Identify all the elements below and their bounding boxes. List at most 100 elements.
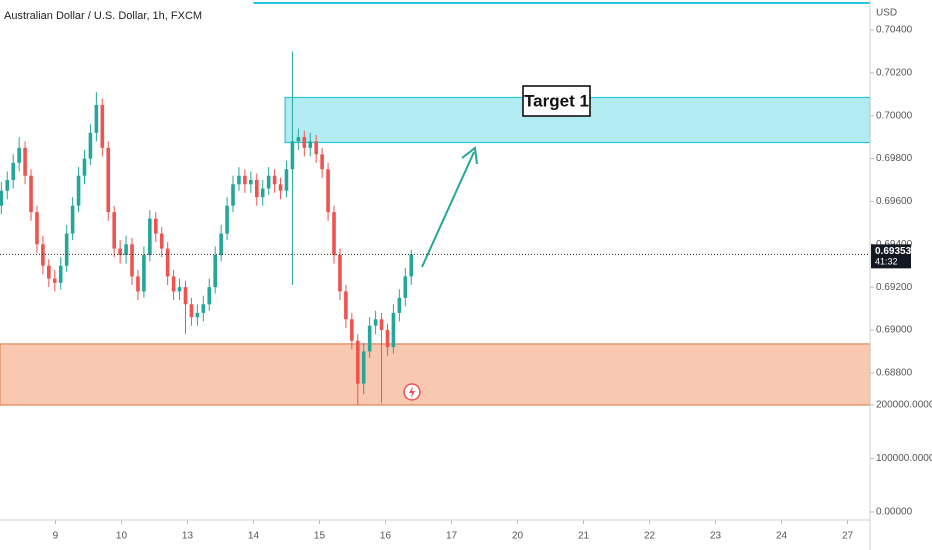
x-tick-label: 15 bbox=[314, 531, 326, 542]
candle-body bbox=[76, 175, 81, 206]
candle-body bbox=[148, 218, 152, 255]
y-tick-label: 0.69200 bbox=[876, 282, 913, 293]
y-tick-label: 0.69600 bbox=[876, 196, 913, 207]
candle-body bbox=[183, 287, 188, 305]
candle-body bbox=[350, 319, 354, 341]
candles bbox=[0, 51, 414, 405]
candle-body bbox=[118, 248, 122, 255]
candle-body bbox=[64, 233, 69, 266]
candle-body bbox=[112, 212, 116, 249]
candle-body bbox=[391, 312, 396, 348]
candle-body bbox=[355, 340, 360, 384]
x-tick-label: 10 bbox=[116, 531, 128, 542]
y2-tick-label: 0.00000 bbox=[876, 507, 913, 518]
candle-body bbox=[254, 180, 259, 198]
candle-body bbox=[124, 244, 128, 255]
candle-body bbox=[171, 276, 176, 292]
candle-body bbox=[284, 169, 289, 191]
candle-body bbox=[302, 137, 307, 148]
candle-body bbox=[88, 132, 93, 159]
event-icon-bolt bbox=[409, 386, 415, 398]
chart-title: Australian Dollar / U.S. Dollar, 1h, FXC… bbox=[4, 10, 202, 22]
candle-body bbox=[17, 147, 21, 163]
last-price-box bbox=[871, 244, 911, 269]
candle-body bbox=[177, 287, 182, 292]
candle-body bbox=[100, 105, 105, 148]
candle-body bbox=[249, 180, 253, 185]
y-tick-label: 0.69000 bbox=[876, 325, 913, 336]
candle-body bbox=[0, 190, 4, 206]
candle-body bbox=[201, 304, 206, 313]
x-tick-label: 20 bbox=[512, 531, 524, 542]
candle-body bbox=[361, 351, 366, 384]
y2-tick-label: 200000.00000 bbox=[876, 400, 932, 411]
candle-body bbox=[41, 244, 45, 266]
candle-body bbox=[130, 244, 134, 277]
x-tick-label: 22 bbox=[644, 531, 656, 542]
candle-body bbox=[385, 330, 390, 348]
candle-body bbox=[332, 212, 336, 255]
candle-body bbox=[70, 205, 75, 234]
candle-body bbox=[35, 212, 39, 245]
x-tick-label: 23 bbox=[710, 531, 722, 542]
candle-body bbox=[189, 304, 194, 318]
candle-body bbox=[82, 158, 87, 176]
candle-body bbox=[159, 233, 164, 249]
y-tick-label: 0.70400 bbox=[876, 25, 913, 36]
x-tick-label: 17 bbox=[446, 531, 458, 542]
last-price-label: 0.69353 bbox=[875, 246, 912, 257]
candle-body bbox=[136, 276, 140, 292]
x-tick-label: 27 bbox=[842, 531, 854, 542]
candle-body bbox=[225, 205, 229, 234]
candle-body bbox=[237, 175, 241, 185]
candle-body bbox=[320, 154, 324, 170]
arrow-head bbox=[461, 146, 478, 165]
candle-body bbox=[314, 141, 318, 155]
candle-body bbox=[213, 255, 217, 288]
y-tick-label: 0.68800 bbox=[876, 367, 913, 378]
y-axis-label: USD bbox=[876, 8, 897, 19]
candle-body bbox=[326, 169, 330, 213]
candle-body bbox=[47, 265, 51, 279]
candle-body bbox=[344, 291, 348, 320]
candle-body bbox=[373, 319, 378, 326]
candle-body bbox=[219, 233, 223, 255]
candle-body bbox=[260, 188, 265, 198]
x-tick-label: 24 bbox=[776, 531, 788, 542]
candle-body bbox=[266, 175, 271, 189]
candle-body bbox=[94, 105, 99, 133]
x-tick-label: 9 bbox=[53, 531, 59, 542]
annotation: Target 1 bbox=[524, 91, 589, 110]
candle-body bbox=[106, 147, 111, 213]
candle-body bbox=[231, 184, 235, 206]
y-tick-label: 0.70200 bbox=[876, 67, 913, 78]
candle-body bbox=[142, 255, 146, 292]
candle-body bbox=[308, 141, 313, 148]
candle-body bbox=[52, 278, 57, 283]
candle-body bbox=[338, 255, 342, 292]
x-tick-label: 16 bbox=[380, 531, 392, 542]
x-tick-label: 13 bbox=[182, 531, 194, 542]
candle-body bbox=[153, 218, 158, 234]
candle-body bbox=[272, 175, 277, 185]
x-tick-label: 21 bbox=[578, 531, 590, 542]
y-tick-label: 0.70000 bbox=[876, 110, 913, 121]
y2-tick-label: 100000.00000 bbox=[876, 453, 932, 464]
y-tick-label: 0.69800 bbox=[876, 153, 913, 164]
candle-body bbox=[379, 319, 384, 330]
arrow bbox=[421, 151, 475, 268]
candle-body bbox=[397, 297, 402, 313]
candle-body bbox=[165, 248, 170, 277]
candle-body bbox=[11, 162, 16, 180]
candle-body bbox=[29, 175, 33, 213]
candle-body bbox=[367, 325, 372, 352]
candle-body bbox=[23, 147, 27, 176]
candle-body bbox=[207, 287, 212, 305]
candle-body bbox=[403, 276, 408, 298]
countdown: 41:32 bbox=[875, 257, 898, 267]
x-tick-label: 14 bbox=[248, 531, 260, 542]
candle-body bbox=[296, 137, 301, 142]
candle-body bbox=[195, 312, 200, 318]
